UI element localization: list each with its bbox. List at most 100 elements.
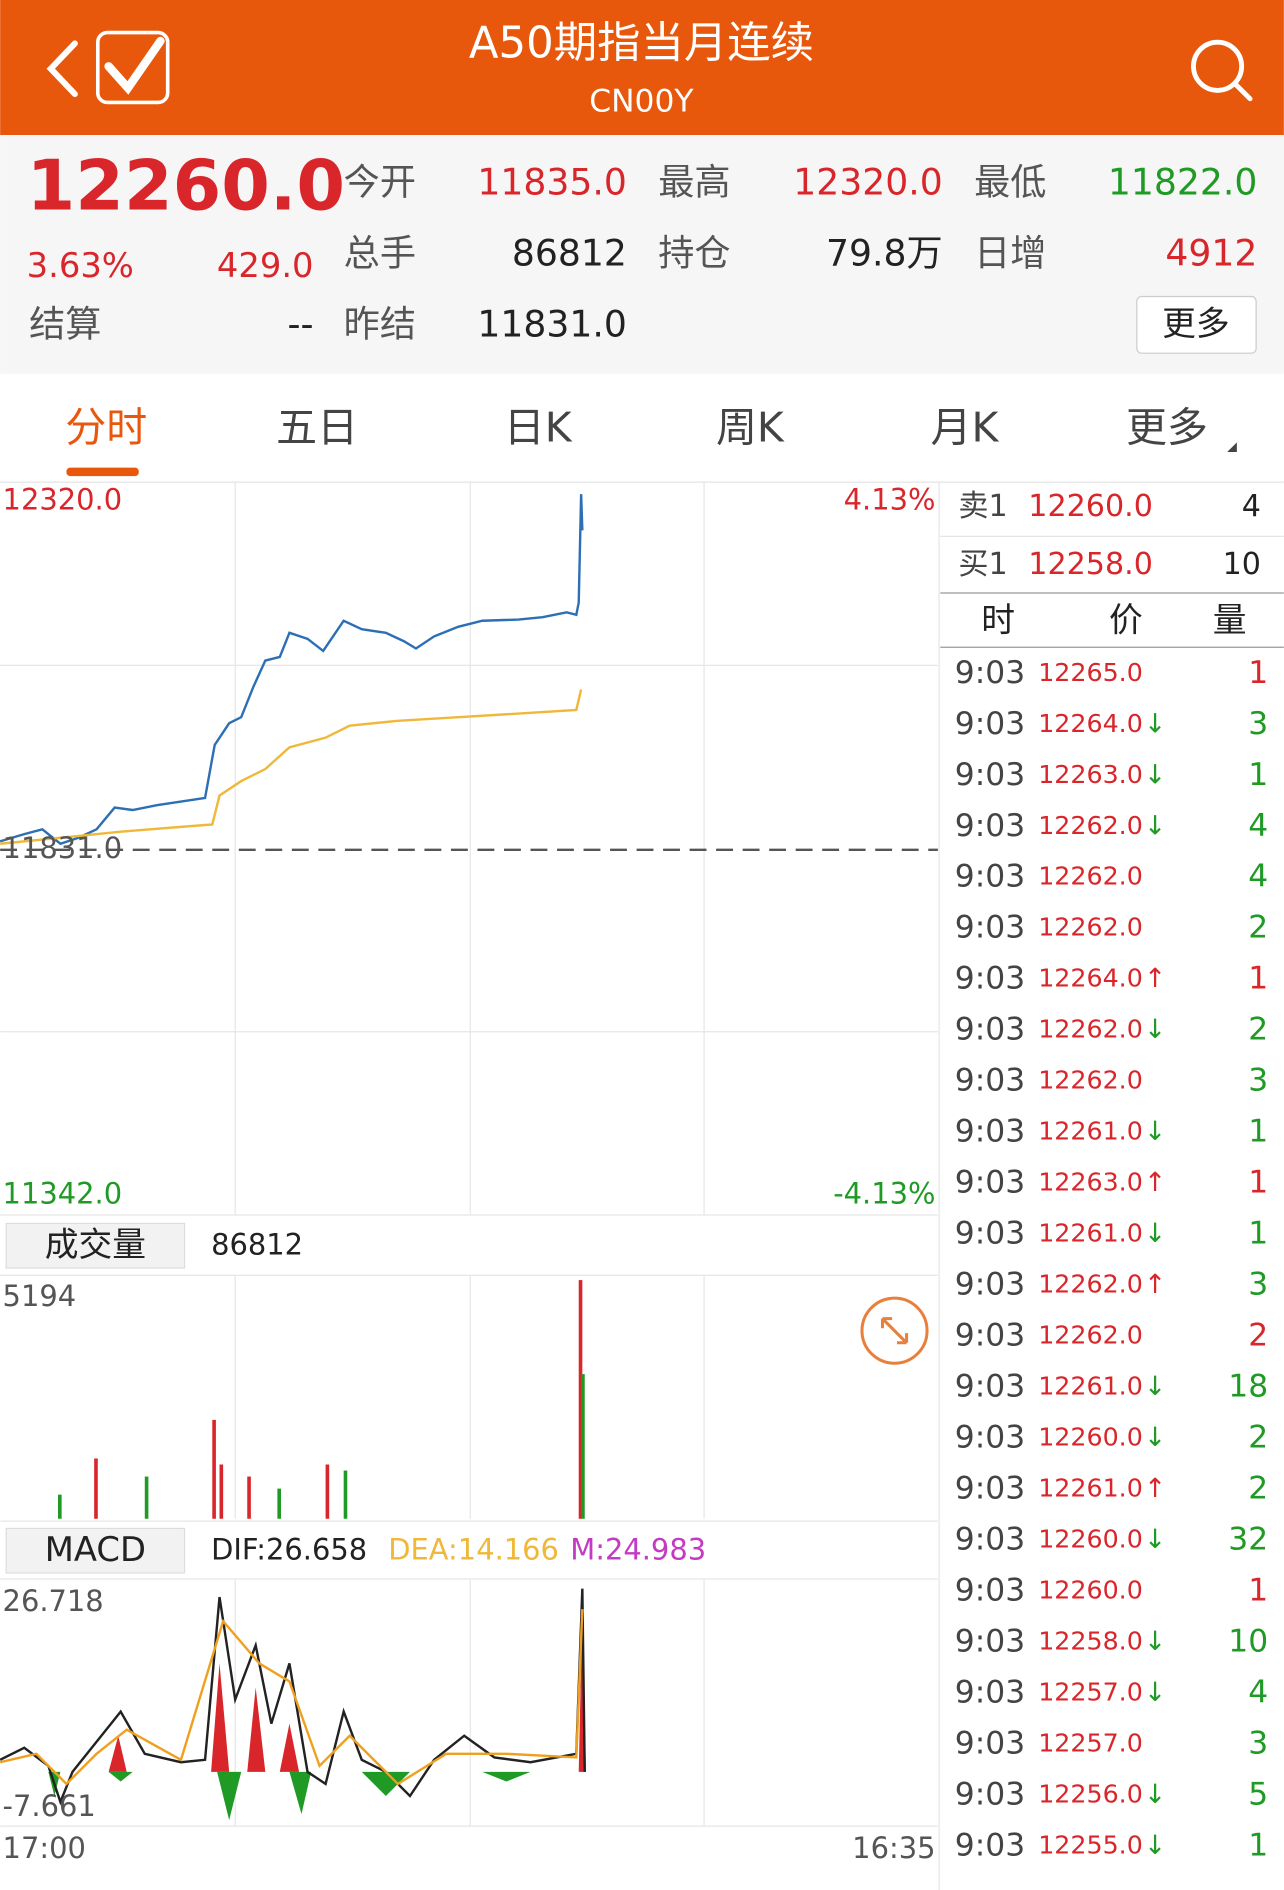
field-label: 昨结: [344, 303, 416, 346]
tab[interactable]: 更多: [1126, 403, 1208, 451]
trade-time: 9:03: [955, 961, 1025, 997]
trade-time: 9:03: [955, 910, 1025, 946]
header-bar: [0, 0, 1284, 135]
trade-arrow: ↓: [1144, 1779, 1166, 1810]
orderbook-label: 卖1: [958, 489, 1007, 524]
search-button[interactable]: [1191, 39, 1253, 102]
trade-price: 12265.0: [1038, 658, 1143, 687]
field-label: 结算: [29, 303, 101, 346]
trade-arrow: ↓: [1144, 759, 1166, 790]
trade-arrow: ↓: [1144, 1218, 1166, 1249]
tab[interactable]: 五日: [276, 403, 358, 451]
trade-price: 12264.0: [1038, 709, 1143, 738]
search-icon: [1233, 81, 1253, 102]
trade-time: 9:03: [955, 859, 1025, 895]
trade-price: 12260.0: [1038, 1576, 1143, 1605]
volume-label-box: [5, 1222, 186, 1269]
trade-arrow: ↑: [1144, 963, 1166, 994]
check-button[interactable]: [95, 30, 170, 105]
macd-histogram: [48, 1771, 531, 1821]
trade-arrow: ↓: [1144, 1830, 1166, 1861]
trade-qty: 1: [1248, 961, 1268, 997]
trade-time: 9:03: [955, 1471, 1025, 1507]
trade-price: 12262.0: [1038, 1015, 1143, 1044]
trade-price: 12261.0: [1038, 1117, 1143, 1146]
field-label: 总手: [344, 232, 416, 275]
time-start-label: 17:00: [3, 1831, 86, 1865]
trade-price: 12257.0: [1038, 1678, 1143, 1707]
chart-grid: [0, 482, 940, 1890]
tab-indicator: [66, 467, 139, 477]
trade-price: 12256.0: [1038, 1780, 1143, 1809]
trade-qty: 10: [1228, 1624, 1268, 1660]
change-pct: 3.63%: [27, 246, 134, 285]
macd-max-label: 26.718: [3, 1584, 104, 1618]
trade-qty: 4: [1248, 859, 1268, 895]
tab[interactable]: 月K: [931, 403, 1000, 451]
m-value: M:24.983: [570, 1532, 706, 1566]
trade-price: 12260.0: [1038, 1423, 1143, 1452]
trade-arrow: ↓: [1144, 1626, 1166, 1657]
trade-qty: 1: [1248, 1216, 1268, 1252]
trades-header: 量: [1213, 600, 1247, 639]
trade-price: 12262.0: [1038, 1066, 1143, 1095]
trade-qty: 3: [1248, 1726, 1268, 1762]
macd-label: MACD: [45, 1530, 146, 1569]
trade-price: 12262.0: [1038, 811, 1143, 840]
tab[interactable]: 周K: [716, 403, 785, 451]
field-value: 11822.0: [1108, 160, 1258, 203]
back-button[interactable]: [46, 40, 78, 98]
expand-button[interactable]: [860, 1296, 929, 1365]
macd-label-box: [5, 1527, 186, 1574]
dif-line: [0, 1588, 586, 1806]
orderbook-qty: 10: [1223, 547, 1261, 582]
trade-time: 9:03: [955, 1114, 1025, 1150]
volume-bar: [343, 1470, 348, 1519]
trade-time: 9:03: [955, 1827, 1025, 1863]
tab[interactable]: 日K: [504, 403, 573, 451]
trade-time: 9:03: [955, 1012, 1025, 1048]
field-value: 11831.0: [477, 303, 627, 346]
trade-price: 12260.0: [1038, 1525, 1143, 1554]
expand-icon: [880, 1317, 909, 1345]
more-button[interactable]: [1136, 295, 1257, 354]
macd-min-label: -7.661: [3, 1789, 96, 1823]
trade-price: 12262.0: [1038, 1270, 1143, 1299]
trade-price: 12263.0: [1038, 760, 1143, 789]
field-label: 持仓: [658, 232, 730, 275]
trade-price: 12261.0: [1038, 1474, 1143, 1503]
trade-qty: 1: [1248, 1165, 1268, 1201]
trade-price: 12262.0: [1038, 913, 1143, 942]
tab[interactable]: 分时: [65, 403, 147, 451]
trade-qty: 1: [1248, 1573, 1268, 1609]
trade-qty: 18: [1228, 1369, 1268, 1405]
trade-qty: 32: [1228, 1522, 1268, 1558]
field-value: 79.8万: [826, 232, 943, 275]
trade-arrow: ↓: [1144, 1422, 1166, 1453]
orderbook-price: 12258.0: [1028, 547, 1153, 582]
time-end-label: 16:35: [852, 1831, 935, 1865]
pct-max-label: 4.13%: [844, 482, 936, 516]
volume-bar: [94, 1458, 98, 1519]
check-icon: [104, 36, 165, 95]
volume-bar: [212, 1419, 216, 1519]
trade-arrow: ↓: [1144, 1116, 1166, 1147]
price-line: [0, 494, 584, 846]
trade-qty: 3: [1248, 1063, 1268, 1099]
y-min-label: 11342.0: [3, 1177, 123, 1211]
trade-time: 9:03: [955, 1777, 1025, 1813]
field-label: 今开: [344, 160, 416, 203]
y-max-label: 12320.0: [3, 482, 123, 516]
orderbook-price: 12260.0: [1028, 489, 1153, 524]
dea-value: DEA:14.166: [388, 1532, 559, 1566]
trade-arrow: ↑: [1144, 1269, 1166, 1300]
field-label: 最高: [658, 160, 730, 203]
volume-bar: [247, 1476, 251, 1519]
trade-arrow: ↑: [1144, 1167, 1166, 1198]
trade-price: 12255.0: [1038, 1830, 1143, 1859]
field-label: 日增: [974, 232, 1046, 275]
trade-arrow: ↓: [1144, 708, 1166, 739]
volume-bar: [325, 1464, 330, 1519]
more-button-label: 更多: [1162, 304, 1230, 343]
